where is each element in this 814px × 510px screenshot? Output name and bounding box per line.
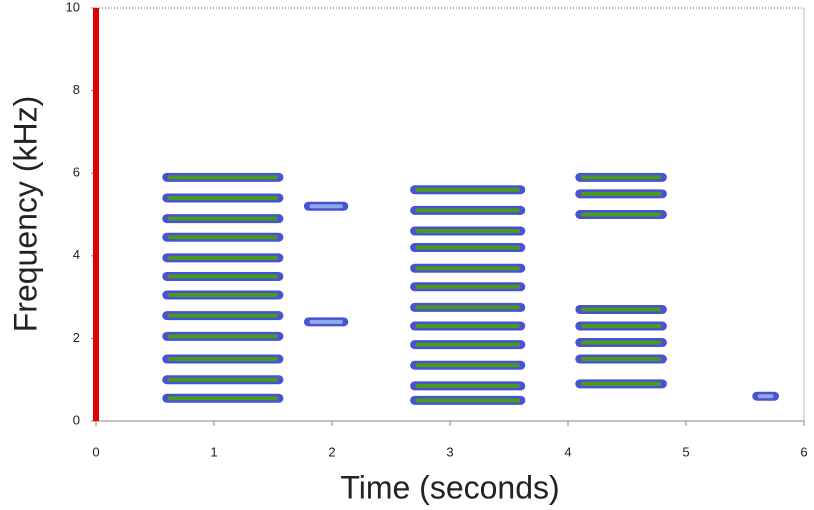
x-tick-label: 0 bbox=[92, 444, 99, 459]
x-axis-title: Time (seconds) bbox=[340, 469, 559, 505]
x-tick-label: 1 bbox=[210, 444, 217, 459]
y-tick-label: 4 bbox=[73, 247, 80, 262]
y-tick-label: 6 bbox=[73, 165, 80, 180]
y-tick-label: 0 bbox=[73, 412, 80, 427]
x-tick-label: 5 bbox=[682, 444, 689, 459]
x-tick-label: 3 bbox=[446, 444, 453, 459]
x-tick-label: 4 bbox=[564, 444, 571, 459]
y-tick-label: 8 bbox=[73, 82, 80, 97]
x-tick-label: 6 bbox=[800, 444, 807, 459]
y-tick-label: 2 bbox=[73, 330, 80, 345]
y-tick-label: 10 bbox=[66, 0, 80, 14]
y-axis-title: Frequency (kHz) bbox=[7, 96, 43, 333]
x-tick-label: 2 bbox=[328, 444, 335, 459]
